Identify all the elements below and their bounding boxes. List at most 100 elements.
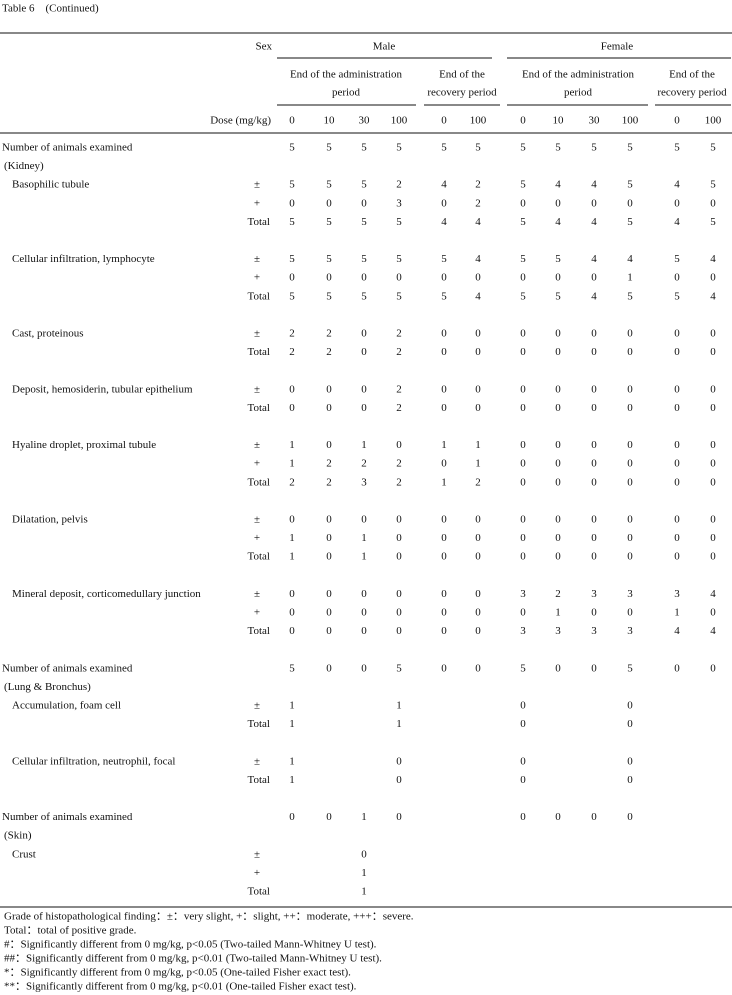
cell-value: 0	[361, 383, 367, 395]
cell-value: 0	[475, 272, 481, 284]
cell-value: 0	[361, 848, 367, 860]
finding-name: Accumulation, foam cell	[12, 700, 121, 712]
dose-header: 100	[622, 115, 639, 127]
cell-value: 0	[289, 588, 295, 600]
finding-name: Basophilic tubule	[12, 179, 89, 191]
cell-value: 4	[591, 216, 597, 228]
cell-value: 0	[591, 272, 597, 284]
cell-value: 0	[555, 662, 561, 674]
cell-value: 4	[475, 290, 481, 302]
cell-value: 0	[361, 402, 367, 414]
cell-value: 5	[520, 290, 526, 302]
cell-value: 1	[289, 774, 295, 786]
cell-value: 0	[361, 328, 367, 340]
cell-value: 4	[674, 179, 680, 191]
cell-value: 4	[475, 216, 481, 228]
grade-label: +	[254, 532, 260, 544]
cell-value: 0	[475, 328, 481, 340]
cell-value: 0	[441, 458, 447, 470]
cell-value: 0	[591, 532, 597, 544]
cell-value: 0	[326, 625, 332, 637]
cell-value: 5	[326, 179, 332, 191]
dose-label: Dose (mg/kg)	[210, 115, 271, 127]
cell-value: 0	[591, 383, 597, 395]
cell-value: 5	[396, 290, 402, 302]
cell-value: 1	[361, 811, 367, 823]
cell-value: 1	[361, 867, 367, 879]
cell-value: 0	[710, 476, 716, 488]
cell-value: 3	[627, 625, 633, 637]
cell-value: 0	[361, 346, 367, 358]
cell-value: 0	[627, 811, 633, 823]
cell-value: 5	[710, 216, 716, 228]
dose-header: 30	[359, 115, 371, 127]
cell-value: 1	[289, 532, 295, 544]
cell-value: 5	[289, 290, 295, 302]
cell-value: 0	[289, 272, 295, 284]
cell-value: 0	[627, 476, 633, 488]
cell-value: 0	[591, 514, 597, 526]
cell-value: 0	[674, 514, 680, 526]
cell-value: 0	[674, 476, 680, 488]
cell-value: 0	[627, 551, 633, 563]
cell-value: 0	[326, 383, 332, 395]
cell-value: 0	[520, 532, 526, 544]
cell-value: 0	[441, 328, 447, 340]
grade-label: Total	[248, 402, 270, 414]
cell-value: 0	[441, 197, 447, 209]
cell-value: 5	[710, 142, 716, 154]
cell-value: 0	[441, 625, 447, 637]
cell-value: 2	[289, 476, 295, 488]
cell-value: 0	[520, 328, 526, 340]
cell-value: 2	[289, 328, 295, 340]
finding-name: Cellular infiltration, neutrophil, focal	[12, 755, 175, 767]
cell-value: 4	[441, 216, 447, 228]
cell-value: 5	[520, 253, 526, 265]
period-label: End of the administration	[290, 69, 403, 81]
grade-label: Total	[248, 216, 270, 228]
cell-value: 0	[710, 607, 716, 619]
cell-value: 0	[361, 588, 367, 600]
organ-label: (Kidney)	[4, 160, 44, 172]
cell-value: 0	[326, 402, 332, 414]
cell-value: 5	[396, 662, 402, 674]
cell-value: 1	[627, 272, 633, 284]
cell-value: 0	[555, 476, 561, 488]
cell-value: 5	[396, 142, 402, 154]
dose-header: 100	[470, 115, 487, 127]
cell-value: 0	[326, 811, 332, 823]
cell-value: 2	[396, 346, 402, 358]
grade-label: Total	[248, 551, 270, 563]
cell-value: 5	[441, 290, 447, 302]
cell-value: 0	[396, 514, 402, 526]
grade-label: ±	[254, 253, 260, 265]
grade-label: +	[254, 458, 260, 470]
cell-value: 0	[396, 811, 402, 823]
cell-value: 4	[674, 216, 680, 228]
cell-value: 0	[326, 607, 332, 619]
cell-value: 4	[710, 588, 716, 600]
cell-value: 0	[475, 662, 481, 674]
cell-value: 0	[361, 607, 367, 619]
cell-value: 5	[674, 290, 680, 302]
cell-value: 0	[627, 458, 633, 470]
cell-value: 0	[520, 346, 526, 358]
cell-value: 0	[674, 383, 680, 395]
cell-value: 1	[289, 439, 295, 451]
cell-value: 5	[674, 142, 680, 154]
grade-label: +	[254, 272, 260, 284]
cell-value: 0	[441, 346, 447, 358]
cell-value: 1	[289, 700, 295, 712]
cell-value: 5	[361, 142, 367, 154]
cell-value: 5	[555, 142, 561, 154]
finding-name: Mineral deposit, corticomedullary juncti…	[12, 588, 201, 600]
cell-value: 5	[555, 253, 561, 265]
cell-value: 0	[674, 532, 680, 544]
grade-label: Total	[248, 290, 270, 302]
cell-value: 5	[710, 179, 716, 191]
cell-value: 0	[674, 197, 680, 209]
cell-value: 0	[441, 272, 447, 284]
cell-value: 0	[555, 532, 561, 544]
cell-value: 2	[396, 179, 402, 191]
cell-value: 0	[710, 383, 716, 395]
